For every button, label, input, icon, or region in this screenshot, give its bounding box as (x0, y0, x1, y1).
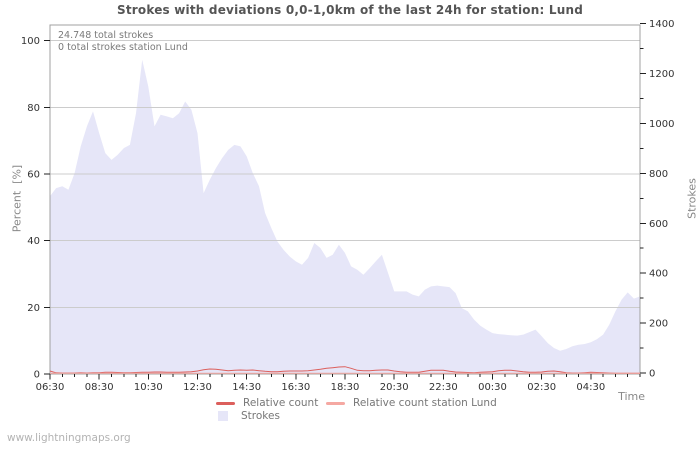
x-tick-label: 04:30 (576, 382, 605, 393)
x-tick-label: 10:30 (134, 382, 163, 393)
y-left-tick-label: 60 (27, 170, 40, 181)
y-right-tick-label: 1000 (649, 119, 674, 130)
x-tick-label: 22:30 (429, 382, 458, 393)
x-tick-label: 18:30 (331, 382, 360, 393)
y-left-tick-label: 80 (27, 103, 40, 114)
y-right-tick-label: 0 (649, 369, 655, 380)
y-left-tick-label: 20 (27, 303, 40, 314)
x-tick-label: 20:30 (380, 382, 409, 393)
x-tick-label: 00:30 (478, 382, 507, 393)
relative-count-swatch (216, 401, 235, 405)
legend-label: Relative count (243, 397, 319, 409)
y-right-tick-label: 800 (649, 169, 668, 180)
legend-label: Relative count station Lund (353, 397, 497, 409)
x-tick-label: 12:30 (183, 382, 212, 393)
y-right-tick-label: 600 (649, 219, 668, 230)
y-right-tick-label: 1200 (649, 69, 674, 80)
y-left-tick-label: 40 (27, 236, 40, 247)
chart-title: Strokes with deviations 0,0-1,0km of the… (117, 3, 583, 17)
annotation-total-strokes-station: 0 total strokes station Lund (58, 42, 188, 53)
y-right-axis-title: Strokes (685, 178, 699, 219)
x-tick-label: 02:30 (527, 382, 556, 393)
y-right-tick-label: 1400 (649, 19, 674, 30)
x-tick-label: 08:30 (85, 382, 114, 393)
relative-count-station-swatch (326, 401, 345, 405)
y-left-axis-title: Percent [%] (10, 164, 24, 233)
legend-item-relative-count-station: Relative count station Lund (326, 397, 497, 409)
y-right-tick-label: 400 (649, 269, 668, 280)
annotation-total-strokes: 24.748 total strokes (58, 30, 154, 41)
relative-count-line (49, 366, 640, 374)
y-right-tick-label: 200 (649, 319, 668, 330)
x-tick-label: 16:30 (281, 382, 310, 393)
legend-item-relative-count: Relative count (216, 397, 318, 409)
x-axis-title: Time (618, 390, 645, 403)
y-left-tick-label: 100 (21, 36, 40, 47)
x-tick-label: 14:30 (232, 382, 261, 393)
watermark: www.lightningmaps.org (7, 432, 131, 444)
legend-label: Strokes (241, 410, 280, 422)
x-tick-label: 06:30 (36, 382, 65, 393)
legend-item-strokes: Strokes (217, 410, 280, 422)
y-left-tick-label: 0 (34, 370, 40, 381)
strokes-area (50, 59, 640, 375)
strokes-swatch (218, 411, 228, 421)
